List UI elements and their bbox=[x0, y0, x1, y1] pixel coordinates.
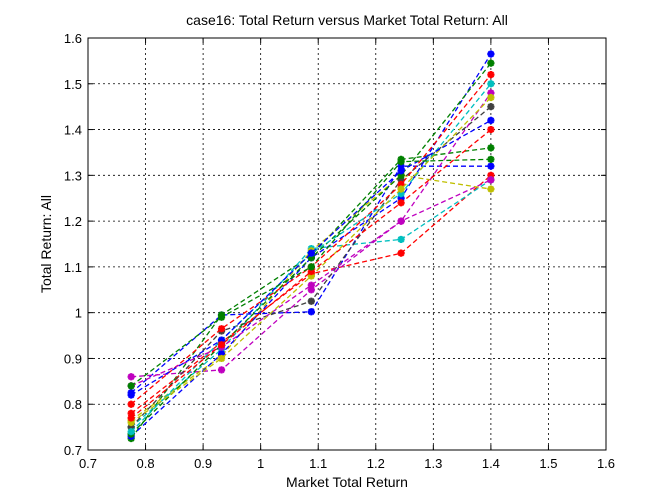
x-tick-label: 1.5 bbox=[539, 456, 557, 471]
data-point bbox=[127, 400, 135, 408]
y-tick-label: 1.2 bbox=[64, 214, 82, 229]
y-tick-label: 0.7 bbox=[64, 443, 82, 458]
x-tick-label: 0.7 bbox=[79, 456, 97, 471]
data-point bbox=[397, 199, 405, 207]
series-line bbox=[130, 179, 492, 428]
data-point bbox=[127, 373, 135, 381]
data-point bbox=[397, 217, 405, 225]
data-point bbox=[217, 366, 226, 374]
x-axis-title: Market Total Return bbox=[286, 474, 408, 490]
y-tick-label: 1.1 bbox=[64, 260, 82, 275]
data-point bbox=[397, 190, 405, 198]
series-group bbox=[127, 50, 495, 443]
y-tick-label: 1 bbox=[75, 306, 82, 321]
data-point bbox=[397, 235, 405, 244]
data-point bbox=[127, 423, 135, 431]
y-tick-label: 0.9 bbox=[64, 351, 82, 366]
data-point bbox=[487, 71, 495, 79]
data-point bbox=[487, 50, 495, 58]
x-tick-label: 1.6 bbox=[597, 456, 615, 471]
data-point bbox=[307, 308, 315, 316]
data-point bbox=[487, 155, 495, 163]
data-point bbox=[307, 267, 315, 276]
x-tick-label: 1.4 bbox=[482, 456, 500, 471]
x-tick-label: 0.8 bbox=[137, 456, 155, 471]
plot-area bbox=[88, 38, 606, 450]
data-point bbox=[487, 116, 495, 124]
y-tick-label: 1.5 bbox=[64, 77, 82, 92]
series-5 bbox=[127, 176, 495, 381]
data-point bbox=[127, 418, 135, 427]
y-tick-label: 0.8 bbox=[64, 397, 82, 412]
data-point bbox=[217, 341, 226, 349]
data-point bbox=[397, 162, 405, 170]
series-line bbox=[130, 92, 492, 387]
data-point bbox=[397, 167, 405, 175]
data-point bbox=[487, 162, 495, 170]
data-point bbox=[217, 350, 226, 358]
data-point bbox=[487, 185, 495, 193]
data-point bbox=[487, 80, 495, 88]
data-point bbox=[307, 263, 315, 271]
data-point bbox=[487, 93, 495, 102]
series-7 bbox=[127, 103, 495, 431]
x-tick-label: 1.2 bbox=[367, 456, 385, 471]
x-tick-label: 1.3 bbox=[424, 456, 442, 471]
y-tick-label: 1.6 bbox=[64, 31, 82, 46]
chart-title: case16: Total Return versus Market Total… bbox=[186, 12, 508, 28]
data-point bbox=[127, 391, 135, 399]
data-point bbox=[487, 103, 495, 111]
data-point bbox=[307, 297, 315, 305]
data-point bbox=[217, 313, 226, 321]
x-tick-label: 1 bbox=[257, 456, 264, 471]
data-point bbox=[487, 125, 495, 134]
data-point bbox=[397, 194, 405, 202]
series-line bbox=[130, 119, 492, 396]
data-point bbox=[487, 176, 495, 184]
x-tick-label: 1.1 bbox=[309, 456, 327, 471]
y-axis-title: Total Return: All bbox=[38, 195, 54, 293]
x-tick-label: 0.9 bbox=[194, 456, 212, 471]
data-point bbox=[397, 176, 405, 184]
series-14 bbox=[127, 116, 495, 399]
data-point bbox=[127, 414, 135, 422]
data-point bbox=[307, 272, 315, 280]
data-point bbox=[397, 185, 405, 193]
data-point bbox=[127, 409, 135, 417]
data-point bbox=[217, 336, 226, 344]
data-point bbox=[307, 249, 315, 257]
data-point bbox=[307, 281, 315, 289]
data-point bbox=[487, 144, 495, 152]
series-16 bbox=[127, 155, 495, 390]
data-point bbox=[217, 325, 226, 333]
series-15 bbox=[127, 125, 495, 422]
y-tick-label: 1.3 bbox=[64, 168, 82, 183]
series-line bbox=[130, 53, 492, 437]
data-point bbox=[487, 59, 495, 67]
data-point bbox=[127, 382, 135, 390]
data-point bbox=[397, 171, 405, 179]
data-point bbox=[307, 254, 315, 262]
data-point bbox=[397, 158, 405, 166]
grid bbox=[88, 38, 606, 450]
data-point bbox=[307, 286, 315, 294]
axes-box bbox=[87, 37, 607, 451]
data-point bbox=[487, 171, 495, 179]
data-point bbox=[397, 180, 405, 189]
data-point bbox=[217, 354, 226, 363]
data-point bbox=[487, 89, 495, 97]
data-point bbox=[397, 249, 405, 257]
y-tick-label: 1.4 bbox=[64, 123, 82, 138]
series-13 bbox=[127, 93, 495, 427]
series-line bbox=[130, 83, 492, 433]
data-point bbox=[127, 428, 135, 436]
